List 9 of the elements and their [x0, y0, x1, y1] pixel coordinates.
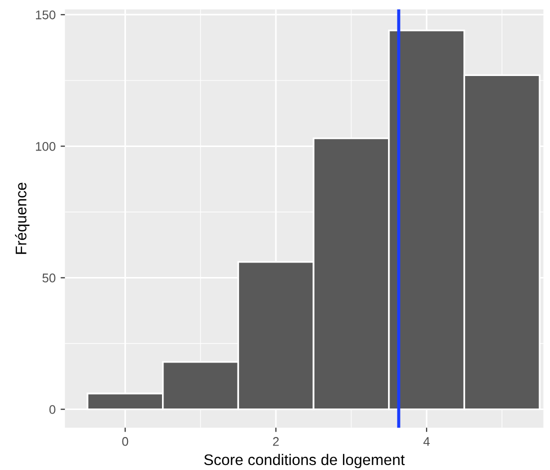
x-axis-title: Score conditions de logement	[204, 454, 405, 468]
x-tick-label: 0	[122, 437, 128, 446]
x-tick-label: 4	[423, 437, 430, 446]
y-tick-label: 150	[36, 10, 56, 20]
y-axis-title: Fréquence	[15, 182, 30, 254]
y-tick-label: 50	[42, 274, 56, 282]
y-tick-label: 0	[49, 405, 56, 414]
x-tick-label: 2	[273, 437, 279, 446]
y-tick-label: 100	[36, 142, 56, 151]
